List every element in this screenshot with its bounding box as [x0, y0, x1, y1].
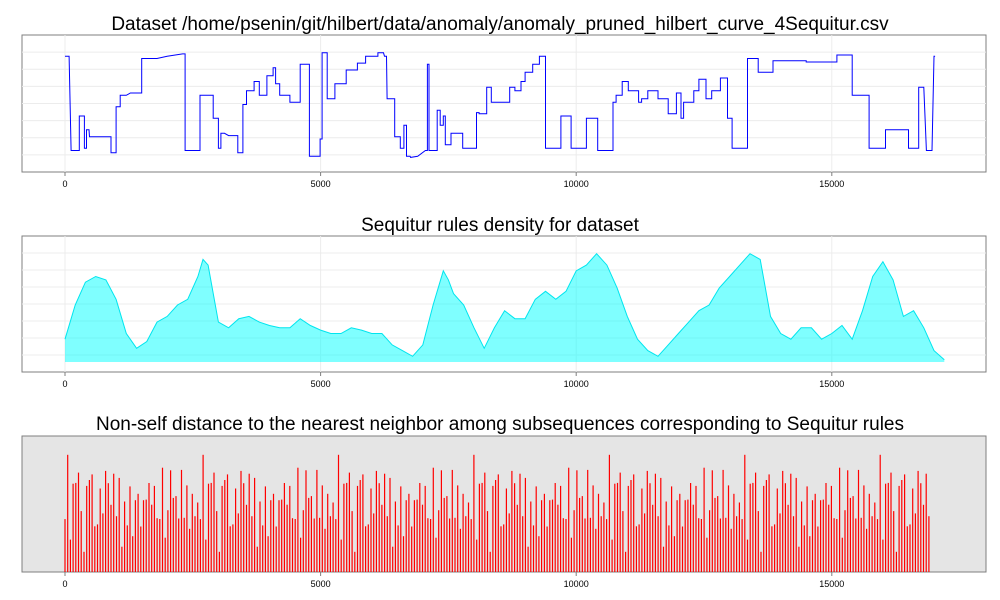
- x-tick-label: 10000: [564, 379, 589, 389]
- distance-chart-title: Non-self distance to the nearest neighbo…: [95, 414, 904, 435]
- distance-bar-chart: 0 5000 10000 15000: [21, 435, 987, 589]
- dataset-chart-title: Dataset /home/psenin/git/hilbert/data/an…: [111, 14, 889, 35]
- x-tick-label: 5000: [311, 179, 331, 189]
- density-panel: Sequitur rules density for dataset 0 5000…: [0, 200, 1000, 400]
- density-series-line: [64, 252, 945, 361]
- dataset-line-chart: 0 5000 10000 15000: [21, 34, 987, 189]
- x-tick-label: 15000: [819, 579, 844, 589]
- x-tick-label: 15000: [819, 179, 844, 189]
- distance-panel: Non-self distance to the nearest neighbo…: [0, 400, 1000, 600]
- x-tick-label: 10000: [564, 179, 589, 189]
- x-tick-label: 0: [62, 379, 67, 389]
- x-tick-label: 5000: [311, 379, 331, 389]
- dataset-series-line: [65, 52, 936, 158]
- density-area-chart: 0 5000 10000 15000: [21, 235, 987, 389]
- x-tick-label: 0: [62, 179, 67, 189]
- dataset-panel: Dataset /home/psenin/git/hilbert/data/an…: [0, 0, 1000, 200]
- x-tick-label: 5000: [311, 579, 331, 589]
- x-tick-label: 0: [62, 579, 67, 589]
- density-chart-title: Sequitur rules density for dataset: [361, 215, 639, 236]
- x-tick-label: 15000: [819, 379, 844, 389]
- x-tick-label: 10000: [564, 579, 589, 589]
- density-area-fill: [65, 253, 945, 362]
